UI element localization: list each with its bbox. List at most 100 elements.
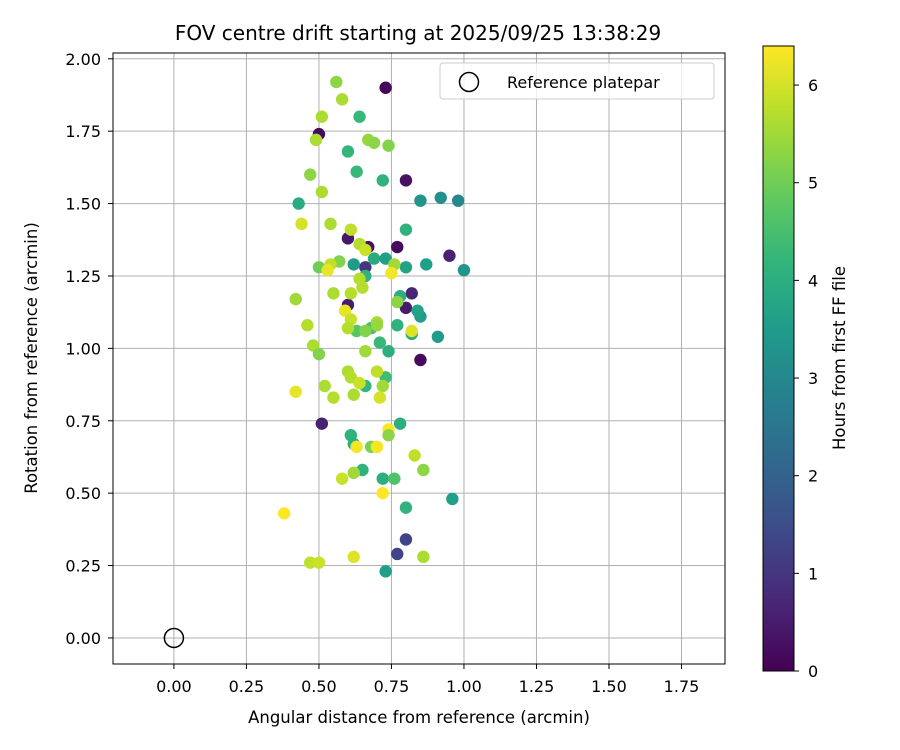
legend-box <box>439 62 715 100</box>
data-point <box>420 258 433 271</box>
data-point <box>431 330 445 343</box>
data-point <box>335 93 349 106</box>
y-tick-label: 1.50 <box>65 195 101 214</box>
data-point <box>353 272 366 286</box>
colorbar-tick-label: 1 <box>808 564 818 583</box>
data-point <box>393 417 407 430</box>
data-point <box>457 263 471 277</box>
data-point <box>347 258 360 271</box>
data-point <box>446 492 459 506</box>
data-point <box>321 263 334 277</box>
data-point <box>347 388 360 401</box>
data-point <box>301 318 314 332</box>
data-point <box>367 252 381 265</box>
data-point <box>330 75 343 89</box>
data-point <box>353 376 366 390</box>
data-point <box>350 165 363 178</box>
data-point <box>391 547 404 561</box>
colorbar-tick-label: 6 <box>808 76 818 95</box>
data-point <box>399 261 413 274</box>
data-point <box>370 318 384 332</box>
x-tick-label: 0.50 <box>301 677 337 696</box>
data-point <box>408 449 421 462</box>
data-point <box>382 345 395 358</box>
data-point <box>292 197 305 210</box>
plot-frame <box>112 52 726 665</box>
data-point <box>277 507 291 520</box>
data-point <box>327 391 340 404</box>
data-point <box>434 191 447 204</box>
data-point <box>315 185 329 199</box>
data-point <box>312 347 326 361</box>
chart-title: FOV centre drift starting at 2025/09/25 … <box>175 21 661 45</box>
data-point <box>391 318 404 332</box>
data-point <box>376 472 389 485</box>
data-point <box>382 429 395 442</box>
y-tick-label: 0.50 <box>65 484 101 503</box>
data-point <box>341 321 355 335</box>
data-point <box>350 440 363 454</box>
data-point <box>347 550 360 564</box>
y-tick-label: 1.25 <box>65 267 101 286</box>
colorbar-tick-label: 3 <box>808 369 818 388</box>
colorbar: 0 1 2 3 4 5 6 Hours from first FF file <box>762 45 849 681</box>
data-point <box>359 261 372 274</box>
data-point <box>370 365 384 378</box>
colorbar-ticks: 0 1 2 3 4 5 6 <box>794 76 818 681</box>
x-axis: 0.00 0.25 0.50 0.75 1.00 1.25 1.50 1.75 <box>156 664 699 696</box>
y-tick-label: 1.75 <box>65 122 101 141</box>
data-point <box>376 486 389 500</box>
y-tick-label: 0.75 <box>65 412 101 431</box>
data-point <box>315 417 329 430</box>
data-point <box>315 110 329 123</box>
data-point <box>344 223 358 236</box>
data-point <box>324 217 337 231</box>
reference-point-marker <box>163 627 185 649</box>
colorbar-tick-label: 2 <box>808 467 818 486</box>
x-tick-label: 1.00 <box>446 677 482 696</box>
colorbar-label: Hours from first FF file <box>830 266 849 450</box>
data-point <box>405 287 418 300</box>
data-point <box>417 463 430 477</box>
data-point <box>451 194 465 207</box>
data-point <box>347 466 360 480</box>
data-point <box>399 301 413 315</box>
data-point <box>411 304 424 317</box>
data-point <box>376 174 389 187</box>
data-point <box>379 565 392 578</box>
colorbar-frame <box>762 45 795 672</box>
data-point <box>379 81 392 94</box>
data-point <box>388 472 401 485</box>
data-point <box>443 249 456 262</box>
x-tick-label: 1.25 <box>519 677 555 696</box>
y-tick-label: 0.25 <box>65 557 101 576</box>
x-axis-label: Angular distance from reference (arcmin) <box>248 708 590 727</box>
y-axis-label: Rotation from reference (arcmin) <box>22 222 41 494</box>
x-tick-label: 1.50 <box>591 677 627 696</box>
data-point <box>391 240 404 254</box>
data-point <box>367 136 381 149</box>
data-point <box>399 533 413 546</box>
data-point <box>309 133 323 147</box>
colorbar-tick-label: 0 <box>808 662 818 681</box>
data-point <box>414 194 427 207</box>
data-point <box>370 440 384 454</box>
y-tick-label: 0.00 <box>65 629 101 648</box>
data-point <box>359 345 372 358</box>
data-point <box>359 324 372 338</box>
legend-marker <box>458 71 480 93</box>
data-point <box>295 217 308 231</box>
legend-label: Reference platepar <box>507 73 660 92</box>
data-point <box>341 145 355 158</box>
plot-area <box>112 52 726 665</box>
data-point <box>359 243 372 257</box>
data-point <box>306 339 320 352</box>
data-point <box>353 110 366 123</box>
data-point <box>385 266 398 280</box>
data-point <box>304 168 317 181</box>
x-tick-label: 0.75 <box>374 677 410 696</box>
data-point <box>312 556 326 569</box>
data-point <box>405 324 418 338</box>
y-tick-label: 1.00 <box>65 339 101 358</box>
